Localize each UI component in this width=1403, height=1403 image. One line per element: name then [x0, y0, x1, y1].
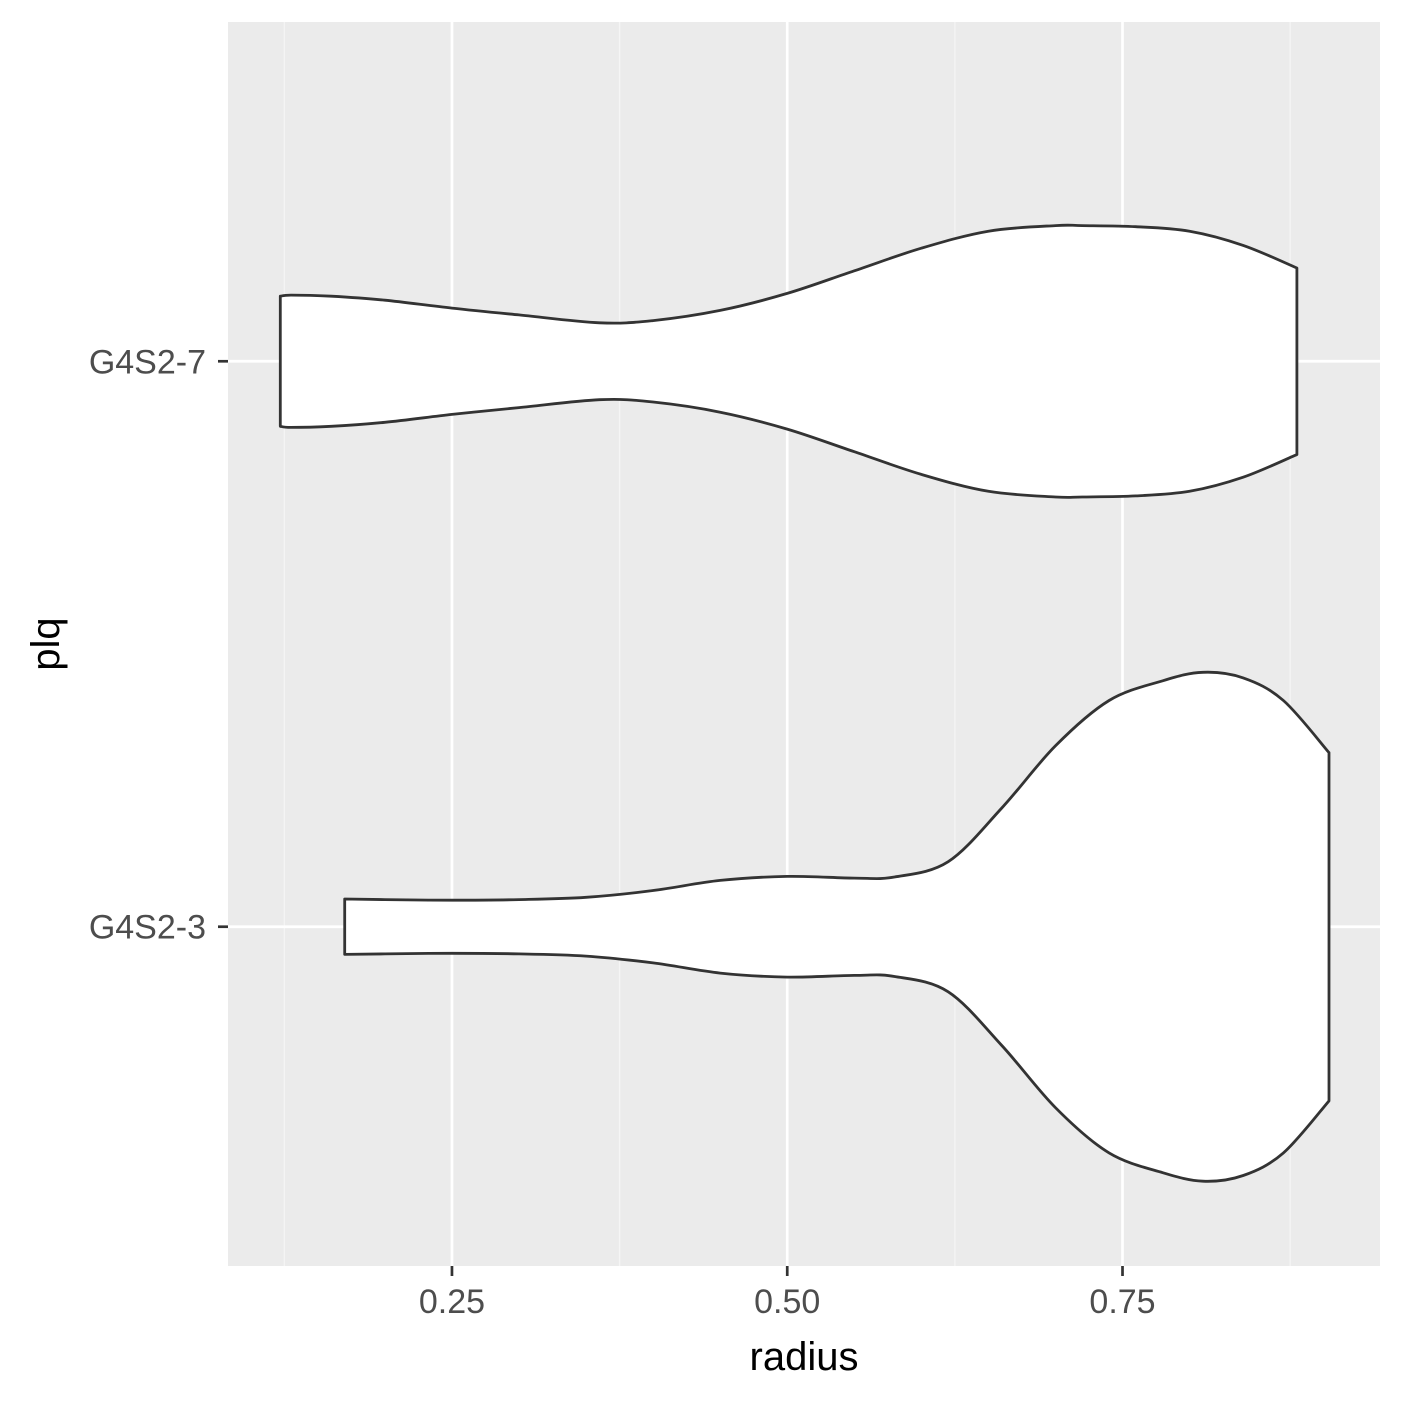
x-axis-title: radius	[750, 1335, 859, 1379]
x-tick-label: 0.50	[754, 1283, 820, 1321]
x-tick-label: 0.25	[419, 1283, 485, 1321]
x-axis: 0.25 0.50 0.75	[419, 1266, 1156, 1321]
y-axis-title: plq	[24, 617, 68, 670]
x-tick-label: 0.75	[1089, 1283, 1155, 1321]
violin-g4s2-3	[343, 670, 1331, 1183]
y-axis: G4S2-3 G4S2-7	[89, 343, 228, 947]
violin-g4s2-7	[278, 223, 1299, 499]
violins	[278, 223, 1331, 1183]
y-tick-label: G4S2-3	[89, 909, 206, 947]
y-tick-label: G4S2-7	[89, 343, 206, 381]
